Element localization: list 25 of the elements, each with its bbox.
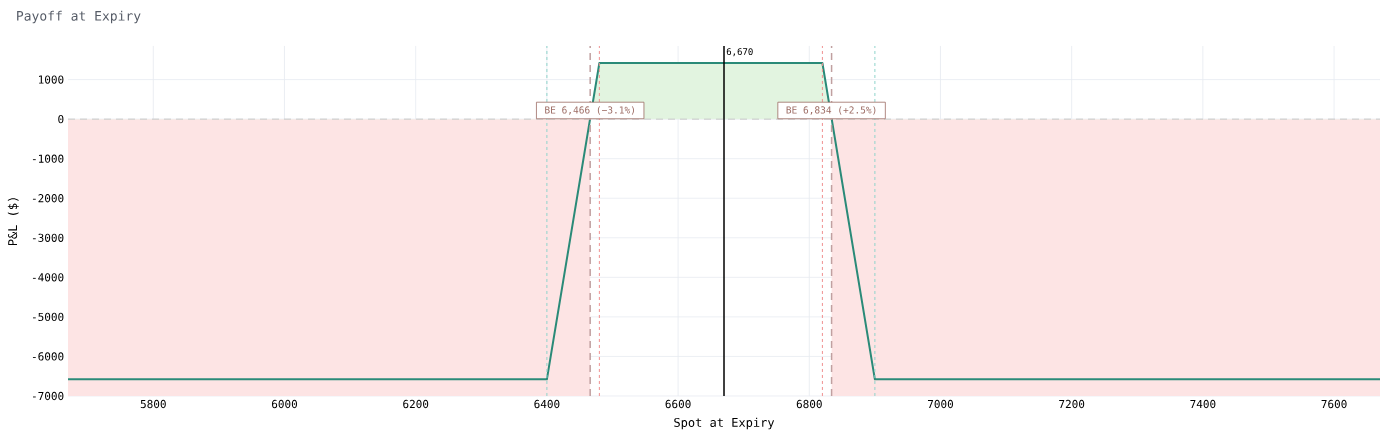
y-tick-label: 0 (58, 114, 64, 124)
y-tick-label: 1000 (38, 75, 64, 84)
x-tick-label: 6000 (271, 399, 298, 409)
ref-line-label: BE 6,466 (−3.1%) (545, 106, 634, 115)
x-tick-label: 6800 (796, 399, 822, 409)
y-tick-label: -6000 (32, 352, 64, 361)
x-tick-label: 7600 (1321, 399, 1347, 409)
x-tick-label: 6600 (665, 399, 691, 409)
ref-line-label: 6,670 (726, 48, 753, 57)
y-tick-label: -5000 (32, 312, 64, 322)
y-tick-label: -2000 (32, 194, 64, 203)
x-tick-label: 5800 (140, 399, 166, 409)
x-axis-title: Spot at Expiry (674, 417, 775, 430)
chart-title: Payoff at Expiry (17, 10, 141, 24)
y-axis-title: P&L ($) (7, 198, 19, 246)
y-tick-label: -3000 (32, 233, 64, 242)
x-tick-label: 7200 (1059, 399, 1085, 409)
x-tick-label: 7400 (1190, 399, 1216, 409)
x-tick-label: 7000 (927, 399, 954, 409)
y-tick-label: -7000 (32, 391, 64, 401)
x-tick-label: 6200 (403, 399, 429, 409)
y-tick-label: -1000 (32, 154, 64, 163)
ref-line-label: BE 6,834 (+2.5%) (786, 106, 876, 115)
y-tick-label: -4000 (32, 273, 64, 282)
x-tick-label: 6400 (534, 399, 560, 409)
